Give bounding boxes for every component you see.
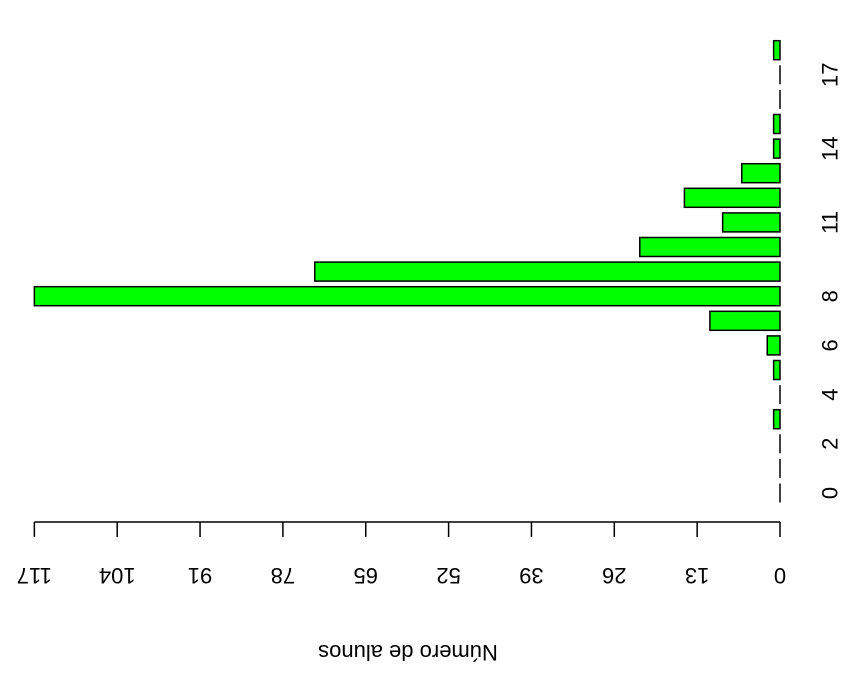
value-axis-title-group: Número de alunos <box>318 640 498 665</box>
bar-9 <box>314 261 781 282</box>
category-tick-label-4: 4 <box>818 388 843 400</box>
value-tick-label-65: 65 <box>354 563 378 588</box>
value-axis-title: Número de alunos <box>318 640 498 665</box>
category-tick-label-0: 0 <box>818 487 843 499</box>
category-tick-label-17: 17 <box>818 63 843 87</box>
bar-3 <box>772 408 781 430</box>
category-tick-label-8: 8 <box>818 290 843 302</box>
category-tick-label-14: 14 <box>818 136 843 160</box>
category-tick-label-11: 11 <box>818 211 843 234</box>
bar-15 <box>772 113 781 135</box>
bar-7 <box>709 310 781 332</box>
value-tick-label-39: 39 <box>519 563 543 588</box>
value-tick-label-26: 26 <box>602 563 626 588</box>
bar-11 <box>721 212 781 233</box>
category-tick-label-2: 2 <box>818 438 843 450</box>
value-tick-label-52: 52 <box>436 563 460 588</box>
bar-10 <box>639 236 781 258</box>
value-tick-label-78: 78 <box>271 563 295 588</box>
value-tick-label-0: 0 <box>774 563 786 588</box>
bar-6 <box>766 335 781 356</box>
bar-12 <box>683 187 781 209</box>
category-axis: 0 2 4 6 8 11 14 17 <box>818 63 843 500</box>
bar-18 <box>772 39 781 61</box>
value-axis: 0 13 26 39 52 65 78 91 104 117 <box>17 521 786 588</box>
value-tick-label-117: 117 <box>17 563 52 588</box>
bar-13 <box>741 162 781 184</box>
bars <box>33 39 781 503</box>
bar-5 <box>772 359 781 381</box>
value-tick-label-13: 13 <box>685 563 709 588</box>
value-tick-label-104: 104 <box>99 563 136 588</box>
value-tick-label-91: 91 <box>188 563 212 588</box>
bar-8 <box>33 285 781 307</box>
bar-14 <box>772 138 781 159</box>
category-tick-label-6: 6 <box>818 339 843 351</box>
